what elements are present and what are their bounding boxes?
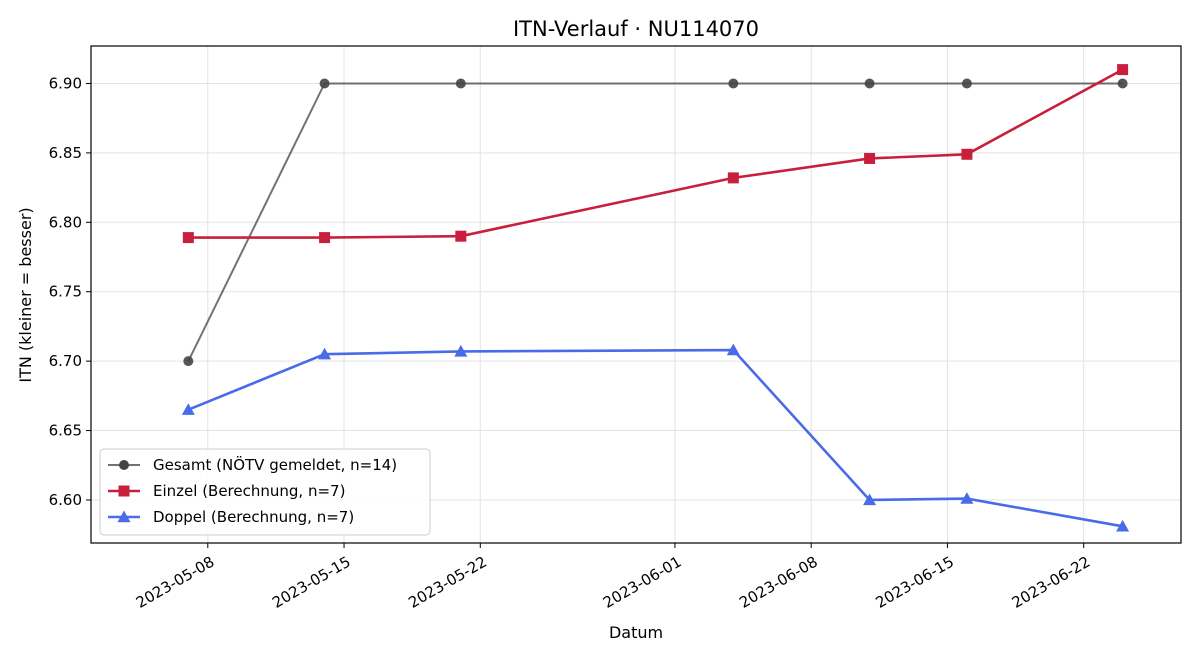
data-point (727, 172, 739, 184)
data-point (728, 78, 739, 89)
x-tick-label: 2023-05-22 (405, 553, 490, 612)
data-point (1116, 519, 1130, 532)
x-tick-label: 2023-06-15 (873, 553, 958, 612)
x-tick-label: 2023-06-22 (1009, 553, 1094, 612)
data-point (864, 78, 875, 89)
x-tick-label: 2023-06-08 (736, 553, 821, 612)
x-tick-label: 2023-05-15 (269, 553, 354, 612)
legend: Gesamt (NÖTV gemeldet, n=14) Einzel (Bere… (99, 448, 431, 536)
data-point (961, 78, 972, 89)
x-tick-label: 2023-06-01 (600, 553, 685, 612)
data-point (1117, 78, 1128, 89)
y-tick-label: 6.80 (49, 213, 82, 231)
legend-swatch-marker (118, 485, 130, 497)
series-layer (181, 64, 1130, 532)
x-tick-label: 2023-05-08 (133, 553, 218, 612)
legend-swatch-marker (119, 460, 129, 470)
y-axis-label: ITN (kleiner = besser) (16, 207, 35, 382)
legend-swatch-marker (117, 510, 131, 523)
data-point (454, 344, 468, 357)
legend-item: Gesamt (NÖTV gemeldet, n=14) (108, 455, 397, 474)
data-point (961, 148, 973, 160)
data-point (1117, 64, 1129, 76)
data-point (319, 232, 331, 244)
plot-frame (90, 45, 1182, 544)
data-point (864, 152, 876, 164)
data-point (726, 343, 740, 356)
data-point (863, 493, 877, 506)
data-point (181, 403, 195, 415)
data-point (318, 347, 332, 360)
legend-box (99, 448, 431, 536)
series-0 (183, 78, 1128, 367)
chart-title: ITN-Verlauf · NU114070 (513, 17, 759, 41)
y-tick-label: 6.75 (49, 283, 82, 301)
y-tick-label: 6.65 (49, 422, 82, 440)
legend-label: Doppel (Berechnung, n=7) (153, 508, 354, 526)
legend-item: Doppel (Berechnung, n=7) (108, 508, 354, 526)
series-2 (181, 343, 1130, 532)
series-1 (182, 64, 1129, 244)
x-axis-label: Datum (609, 623, 663, 642)
y-tick-label: 6.85 (49, 144, 82, 162)
data-point (960, 492, 974, 504)
data-point (183, 356, 194, 367)
legend-item: Einzel (Berechnung, n=7) (108, 482, 345, 500)
legend-label: Einzel (Berechnung, n=7) (153, 482, 345, 500)
legend-label: Gesamt (NÖTV gemeldet, n=14) (153, 455, 397, 474)
y-tick-label: 6.60 (49, 491, 82, 509)
y-tick-label: 6.70 (49, 352, 82, 370)
data-point (455, 230, 467, 242)
data-point (319, 78, 330, 89)
data-point (455, 78, 466, 89)
series-line (188, 68, 1124, 239)
data-point (182, 232, 194, 244)
grid-layer (91, 46, 1181, 543)
y-tick-label: 6.90 (49, 74, 82, 92)
